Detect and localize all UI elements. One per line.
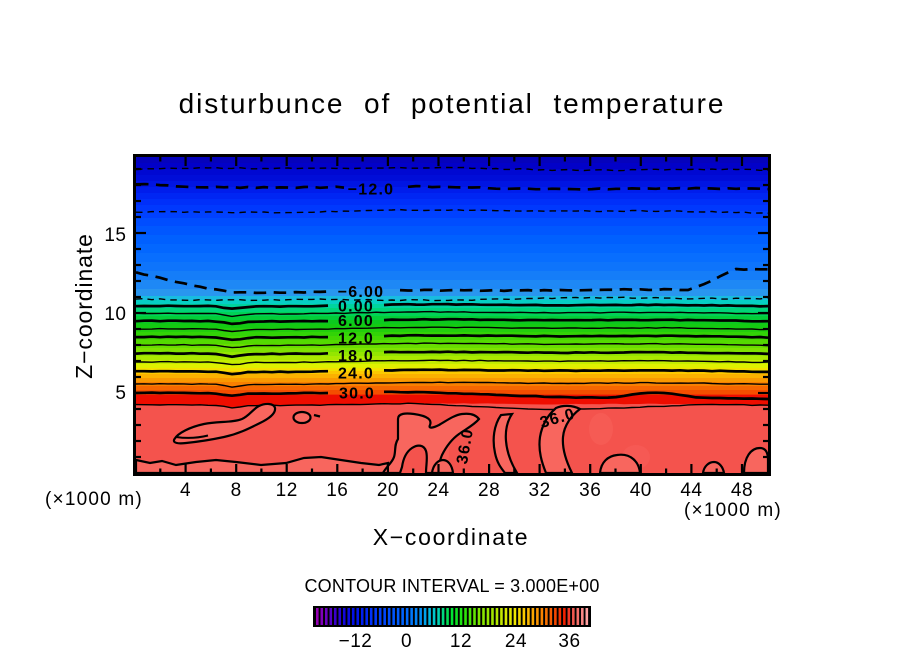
svg-text:12.0: 12.0 (338, 331, 374, 348)
svg-text:24.0: 24.0 (338, 366, 374, 383)
svg-text:6.00: 6.00 (338, 313, 374, 330)
svg-text:30.0: 30.0 (339, 386, 375, 403)
svg-text:12: 12 (450, 631, 472, 652)
svg-text:Z−coordinate: Z−coordinate (71, 233, 97, 379)
svg-text:10: 10 (104, 304, 126, 325)
svg-text:4: 4 (180, 480, 191, 501)
svg-text:18.0: 18.0 (338, 348, 374, 365)
svg-text:20: 20 (377, 480, 399, 501)
svg-text:CONTOUR INTERVAL = 3.000E+00: CONTOUR INTERVAL = 3.000E+00 (304, 576, 599, 596)
svg-text:32: 32 (529, 480, 551, 501)
svg-text:X−coordinate: X−coordinate (373, 524, 530, 550)
svg-text:−12: −12 (339, 631, 373, 652)
svg-text:8: 8 (231, 480, 242, 501)
svg-text:−12.0: −12.0 (348, 182, 394, 199)
svg-text:44: 44 (680, 480, 702, 501)
svg-text:28: 28 (478, 480, 500, 501)
svg-text:(×1000 m): (×1000 m) (684, 500, 782, 521)
svg-text:36.0: 36.0 (454, 427, 477, 465)
svg-text:16: 16 (326, 480, 348, 501)
svg-text:5: 5 (115, 383, 126, 404)
svg-text:36: 36 (579, 480, 601, 501)
svg-text:(×1000 m): (×1000 m) (45, 489, 143, 510)
svg-text:12: 12 (276, 480, 298, 501)
svg-text:0.00: 0.00 (338, 299, 374, 316)
svg-text:40: 40 (630, 480, 652, 501)
svg-text:−6.00: −6.00 (338, 284, 384, 301)
svg-text:disturbunce of potential tempe: disturbunce of potential temperature (179, 88, 726, 119)
svg-text:24: 24 (505, 631, 527, 652)
svg-text:0: 0 (401, 631, 412, 652)
svg-text:36: 36 (558, 631, 580, 652)
svg-text:48: 48 (731, 480, 753, 501)
svg-text:24: 24 (427, 480, 449, 501)
svg-text:15: 15 (104, 225, 126, 246)
